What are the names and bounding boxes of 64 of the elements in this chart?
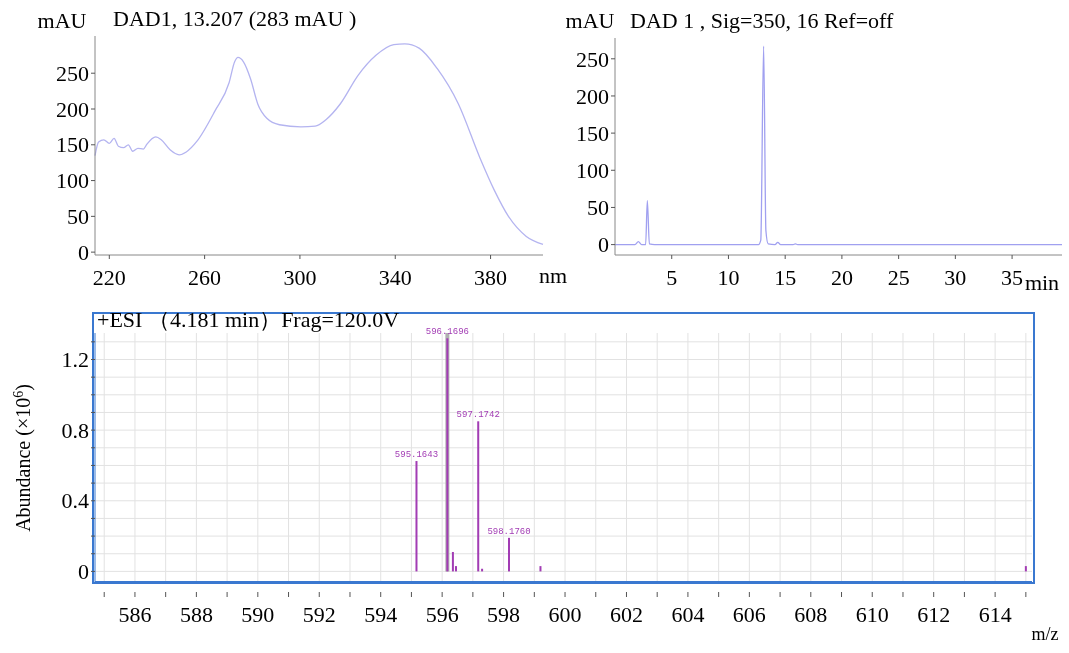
y-tick-label: 150 [56,132,89,158]
x-tick-label: 20 [830,265,853,290]
annotation: 595.1643 [394,450,439,461]
x-tick-label: 15 [774,265,797,290]
x-tick-label: 260 [188,265,222,290]
x-tick-label: 25 [887,265,910,290]
y-tick-label: 0 [78,559,89,585]
chart-title: DAD1, 13.207 (283 mAU ) [113,6,357,31]
y-tick-label: 0.4 [61,488,89,514]
x-tick-label: 586 [118,602,152,627]
x-tick-label: 612 [917,602,951,627]
bar [477,421,480,572]
y-tick-label: 100 [576,157,609,183]
y-tick-label: 1.2 [61,347,89,373]
x-axis-title: min [1024,270,1060,295]
bar [446,338,449,572]
x-tick-label: 596 [425,602,459,627]
y-tick-label: 0 [78,239,89,265]
line-series [94,43,544,245]
y-tick-label: 50 [587,195,609,221]
y-tick-label: 200 [576,83,609,109]
x-tick-label: 300 [283,265,317,290]
x-tick-label: 606 [732,602,766,627]
y-axis-title: mAU [565,8,615,33]
annotation: 597.1742 [456,410,500,421]
x-tick-label: 220 [92,265,126,290]
bar [451,551,454,572]
y-tick-label: 150 [576,120,609,146]
bar [1024,566,1027,572]
y-tick-label: 0.8 [61,417,89,443]
bar [539,566,542,572]
y-tick-label: 200 [56,96,89,122]
bar [415,461,418,572]
x-tick-label: 30 [944,265,967,290]
x-tick-label: 610 [855,602,889,627]
x-tick-label: 598 [487,602,521,627]
x-tick-label: 590 [241,602,275,627]
x-tick-label: 10 [717,265,740,290]
x-tick-label: 5 [666,265,678,290]
x-tick-label: 340 [378,265,412,290]
x-tick-label: 592 [302,602,336,627]
y-tick-label: 250 [576,46,609,72]
x-tick-label: 594 [364,602,398,627]
x-axis-title: nm [538,263,568,288]
y-axis-title: mAU [37,8,87,33]
x-tick-label: 604 [671,602,705,627]
x-tick-label: 600 [548,602,582,627]
x-tick-label: 602 [609,602,643,627]
x-tick-label: 608 [794,602,828,627]
chart-title: DAD 1 , Sig=350, 16 Ref=off [630,8,895,33]
y-tick-label: 100 [56,168,89,194]
x-tick-label: 35 [1001,265,1024,290]
x-axis-title: m/z [1031,624,1059,644]
chart-title: +ESI （4.181 min）Frag=120.0V [97,307,400,332]
x-tick-label: 380 [474,265,508,290]
y-tick-label: 0 [598,232,609,258]
y-tick-label: 50 [67,204,89,230]
x-tick-label: 588 [179,602,213,627]
y-tick-label: 250 [56,60,89,86]
bar [508,537,510,572]
line-series [614,45,1063,246]
annotation: 598.1760 [487,526,531,537]
x-tick-label: 614 [978,602,1012,627]
annotation: 596.1696 [425,327,469,338]
